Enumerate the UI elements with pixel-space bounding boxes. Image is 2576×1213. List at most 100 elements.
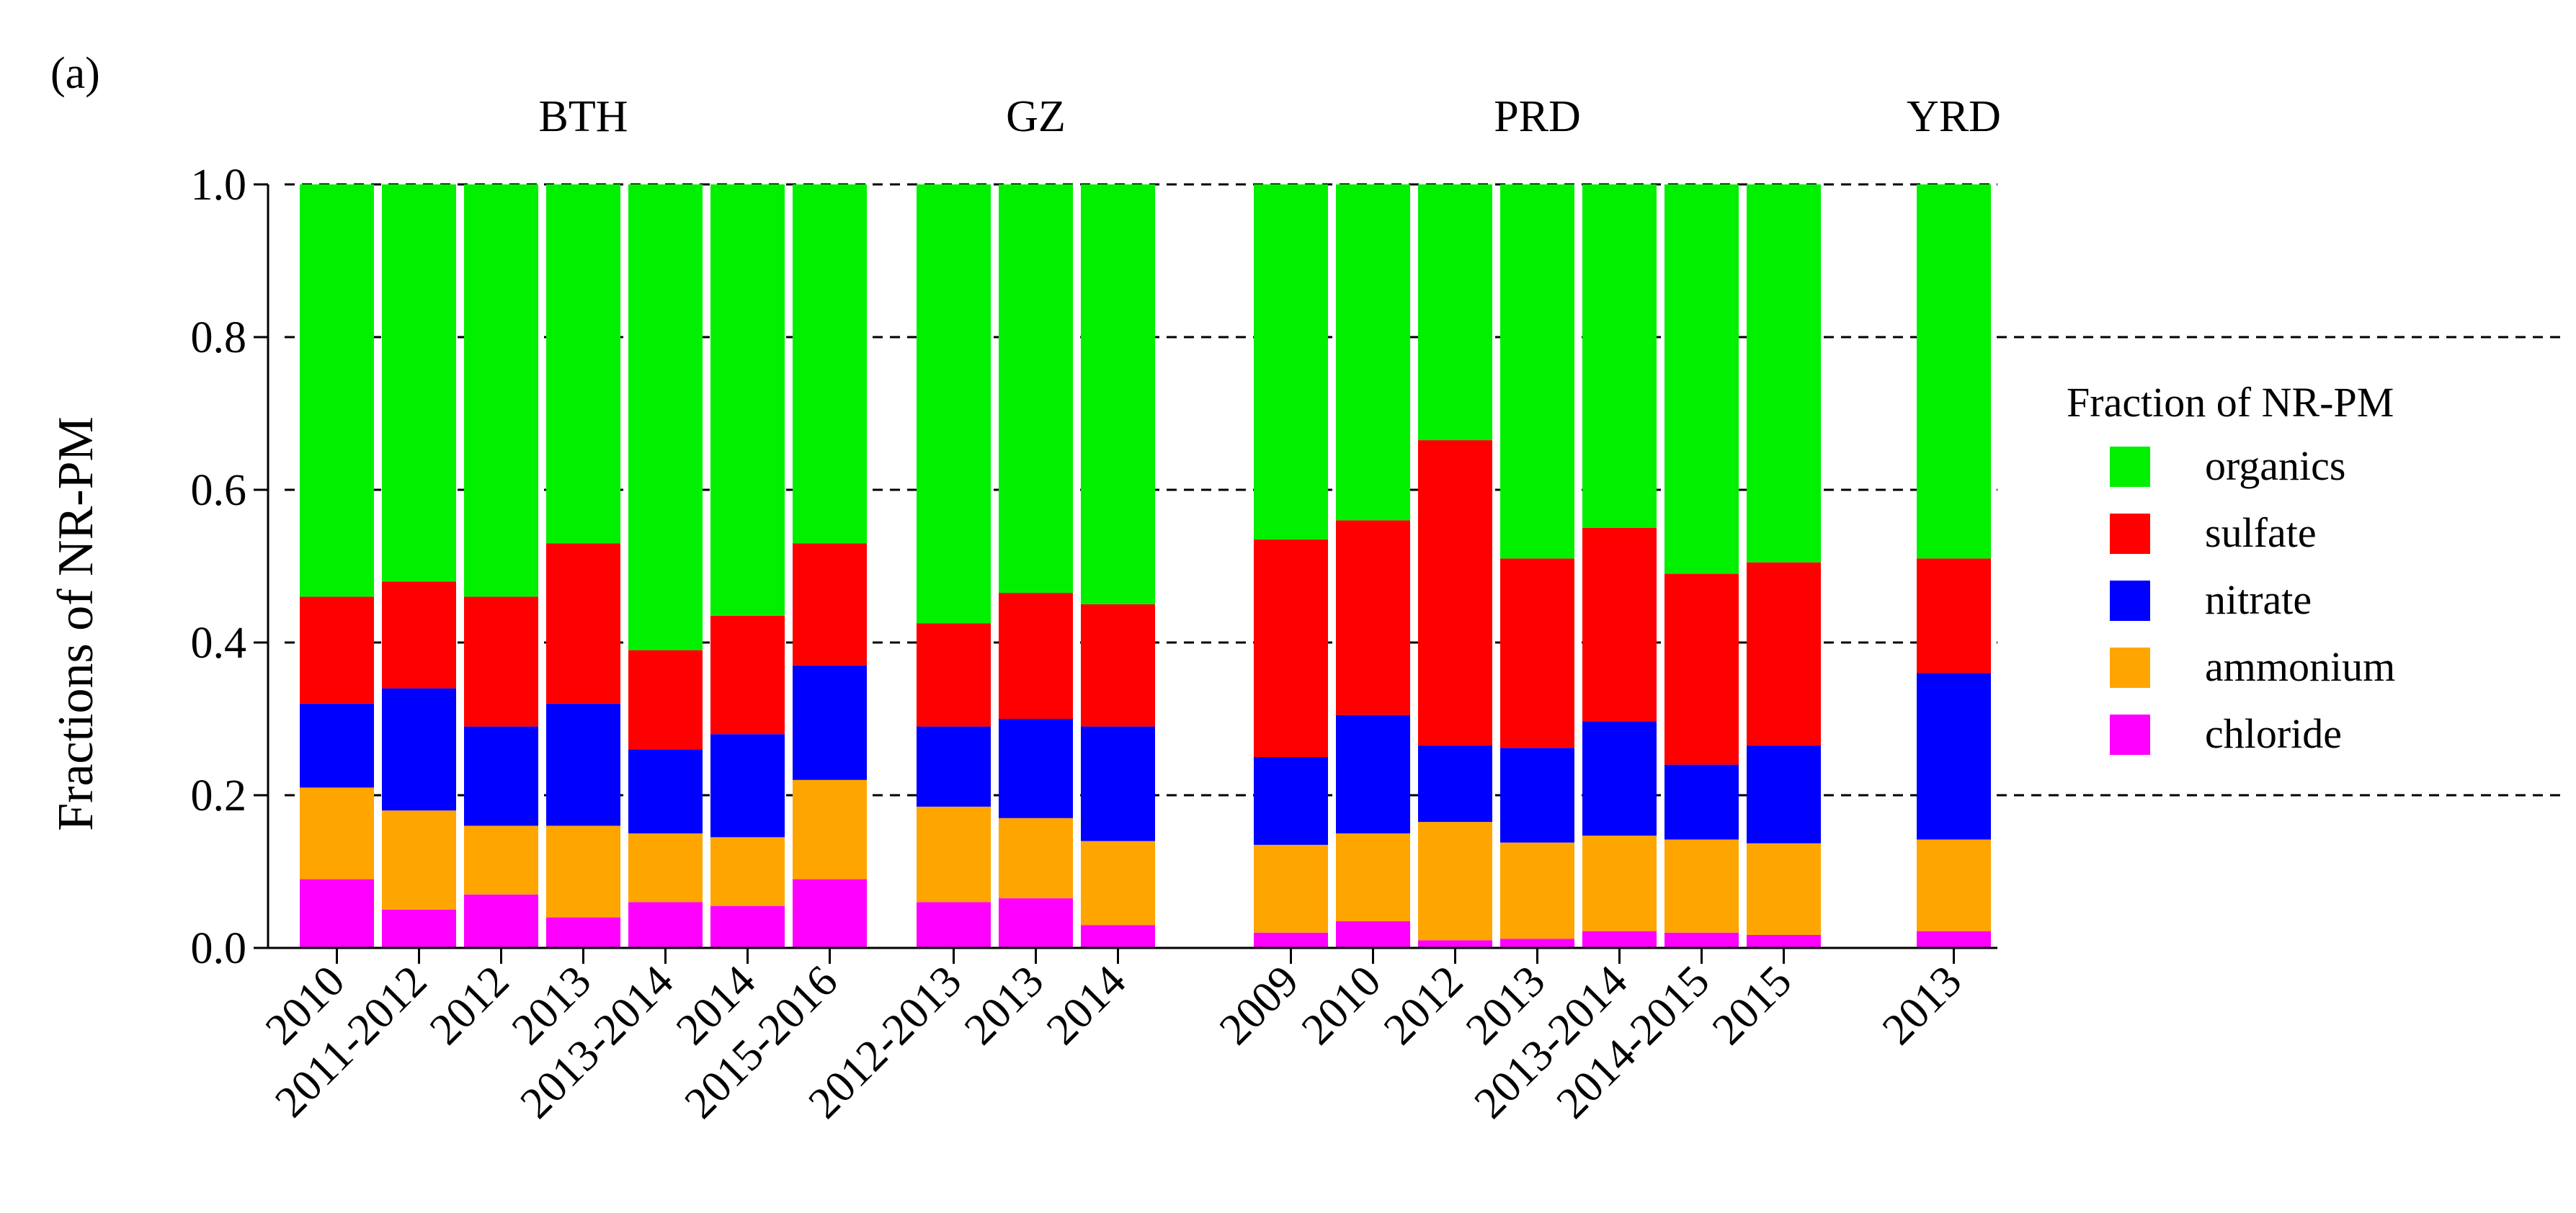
bar-segment-nitrate <box>1747 746 1821 843</box>
bar-segment-chloride <box>917 902 991 948</box>
bar-segment-nitrate <box>1336 715 1410 833</box>
bar-segment-nitrate <box>999 719 1073 818</box>
bar-segment-nitrate <box>1081 726 1155 841</box>
bar-segment-sulfate <box>1418 440 1492 746</box>
bar-segment-organics <box>1500 184 1574 559</box>
bar-segment-organics <box>1664 184 1739 574</box>
bar-segment-sulfate <box>382 581 456 689</box>
bar-segment-sulfate <box>1081 604 1155 727</box>
bars <box>300 184 1991 948</box>
x-tick-label: 2014 <box>1038 957 1136 1055</box>
x-tick-label: 2012 <box>1375 957 1473 1055</box>
bar-segment-ammonium <box>300 787 374 879</box>
bar-segment-organics <box>300 184 374 597</box>
bar-segment-ammonium <box>1254 844 1328 933</box>
bar-segment-sulfate <box>546 543 620 704</box>
bar-segment-sulfate <box>1336 520 1410 715</box>
bar-segment-chloride <box>546 917 620 948</box>
bar-segment-chloride <box>1917 931 1991 948</box>
bar-segment-nitrate <box>1664 764 1739 840</box>
group-label: PRD <box>1494 92 1581 141</box>
bar-segment-ammonium <box>1582 836 1657 931</box>
x-tick-label: 2012 <box>421 957 519 1055</box>
axes <box>254 183 1997 964</box>
legend-swatch-chloride <box>2110 715 2150 755</box>
legend-swatch-sulfate <box>2110 514 2150 554</box>
bar-segment-nitrate <box>793 665 867 780</box>
bar-segment-sulfate <box>1500 558 1574 748</box>
group-label: YRD <box>1907 92 2001 141</box>
bar-segment-organics <box>1582 184 1657 528</box>
bar-segment-chloride <box>1254 932 1328 948</box>
y-tick-label: 0.4 <box>191 619 247 668</box>
y-tick-label: 0.8 <box>191 313 247 362</box>
bar-segment-ammonium <box>999 818 1073 899</box>
bar-segment-chloride <box>382 910 456 948</box>
x-tick-label: 2015 <box>1703 957 1801 1055</box>
bar-segment-nitrate <box>710 734 785 838</box>
legend-label-organics: organics <box>2205 442 2345 489</box>
bar-segment-ammonium <box>464 825 538 895</box>
x-tick-label: 2009 <box>1211 957 1309 1055</box>
bar-segment-organics <box>382 184 456 582</box>
y-tick-label: 1.0 <box>191 161 247 210</box>
bar-segment-chloride <box>1418 940 1492 948</box>
bar-segment-sulfate <box>628 650 703 750</box>
bar-segment-ammonium <box>1747 843 1821 935</box>
bar-segment-chloride <box>999 898 1073 948</box>
y-tick-label: 0.0 <box>191 924 247 973</box>
bar-segment-nitrate <box>1500 748 1574 843</box>
bar-segment-chloride <box>1336 921 1410 948</box>
bar-segment-nitrate <box>628 749 703 833</box>
legend-swatch-nitrate <box>2110 581 2150 621</box>
bar-segment-chloride <box>1582 931 1657 948</box>
bar-segment-organics <box>917 184 991 624</box>
bar-segment-sulfate <box>464 596 538 727</box>
y-tick-label: 0.2 <box>191 771 247 820</box>
bar-segment-organics <box>1747 184 1821 563</box>
legend-swatch-organics <box>2110 447 2150 487</box>
bar-segment-organics <box>1917 184 1991 559</box>
legend-label-nitrate: nitrate <box>2205 576 2312 623</box>
bar-segment-chloride <box>300 879 374 948</box>
y-tick-label: 0.6 <box>191 466 247 515</box>
bar-segment-chloride <box>793 879 867 948</box>
legend-label-ammonium: ammonium <box>2205 643 2395 690</box>
bar-segment-nitrate <box>1582 721 1657 836</box>
bar-segment-nitrate <box>382 688 456 811</box>
bar-segment-sulfate <box>1747 562 1821 746</box>
bar-segment-chloride <box>628 902 703 948</box>
group-label: BTH <box>539 92 628 141</box>
bar-segment-organics <box>710 184 785 616</box>
bar-segment-sulfate <box>1582 528 1657 722</box>
x-tick-label: 2013 <box>955 957 1053 1055</box>
bar-segment-sulfate <box>1664 573 1739 765</box>
bar-segment-nitrate <box>917 726 991 807</box>
bar-segment-organics <box>628 184 703 650</box>
bar-segment-sulfate <box>1917 558 1991 673</box>
bar-segment-chloride <box>710 905 785 948</box>
bar-segment-ammonium <box>1081 841 1155 926</box>
panel-label: (a) <box>50 49 100 98</box>
bar-segment-chloride <box>1747 934 1821 948</box>
bar-segment-ammonium <box>546 825 620 918</box>
y-axis-title: Fractions of NR-PM <box>48 416 104 831</box>
bar-segment-ammonium <box>1500 842 1574 939</box>
bar-segment-ammonium <box>1917 839 1991 931</box>
bar-segment-nitrate <box>300 703 374 788</box>
bar-segment-ammonium <box>793 779 867 879</box>
bar-segment-sulfate <box>1254 539 1328 757</box>
bar-segment-nitrate <box>1917 673 1991 840</box>
bar-segment-ammonium <box>710 837 785 906</box>
bar-segment-ammonium <box>917 806 991 903</box>
bar-segment-organics <box>999 184 1073 594</box>
bar-segment-nitrate <box>1418 746 1492 823</box>
group-label: GZ <box>1006 92 1066 141</box>
bar-segment-chloride <box>1081 925 1155 948</box>
bar-segment-ammonium <box>382 810 456 910</box>
bar-segment-ammonium <box>1418 822 1492 941</box>
bar-segment-organics <box>546 184 620 544</box>
legend-label-chloride: chloride <box>2205 710 2342 757</box>
